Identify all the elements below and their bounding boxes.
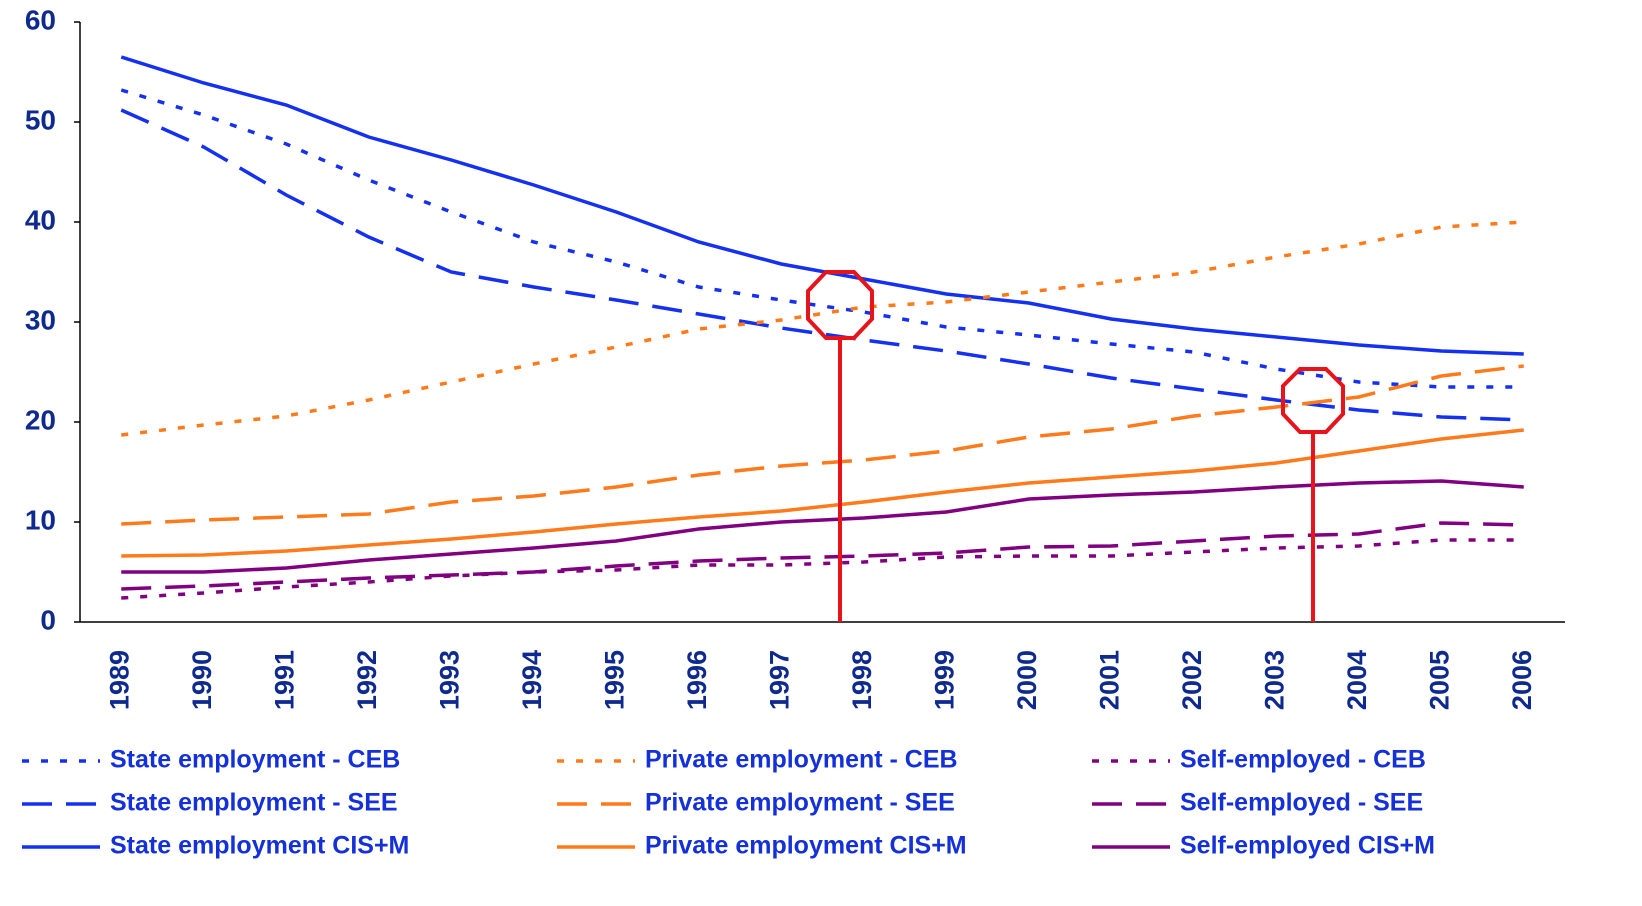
series-line xyxy=(121,521,1524,591)
x-tick-label: 1989 xyxy=(104,650,134,710)
series-line xyxy=(121,479,1524,574)
x-tick-label: 2003 xyxy=(1259,650,1289,710)
legend-label: State employment - CEB xyxy=(110,746,400,774)
legend-label: State employment - SEE xyxy=(110,789,398,817)
y-tick-label: 40 xyxy=(25,204,56,235)
series-line xyxy=(120,88,1524,389)
series-line xyxy=(121,538,1524,600)
legend-label: Private employment CIS+M xyxy=(645,832,967,860)
x-tick-label: 1990 xyxy=(187,650,217,710)
series-line xyxy=(120,108,1524,422)
legend-label: Private employment - SEE xyxy=(645,789,955,817)
legend-label: Private employment - CEB xyxy=(645,746,958,774)
x-tick-label: 2004 xyxy=(1342,650,1372,710)
y-tick-label: 60 xyxy=(25,4,56,35)
legend-label: Self-employed - SEE xyxy=(1180,789,1423,817)
series-line xyxy=(121,220,1524,437)
x-tick-label: 2005 xyxy=(1424,650,1454,710)
x-tick-label: 1991 xyxy=(269,650,299,710)
x-tick-label: 1996 xyxy=(682,650,712,710)
x-tick-label: 1999 xyxy=(929,650,959,710)
x-tick-label: 1997 xyxy=(764,650,794,710)
series-line xyxy=(120,55,1524,356)
y-tick-label: 10 xyxy=(25,504,56,535)
x-tick-label: 1995 xyxy=(599,650,629,710)
annotation xyxy=(806,270,1345,622)
y-tick-label: 30 xyxy=(25,304,56,335)
x-tick-label: 2000 xyxy=(1012,650,1042,710)
legend-label: State employment CIS+M xyxy=(110,832,409,860)
x-tick-label: 1998 xyxy=(847,650,877,710)
series-line xyxy=(121,428,1524,558)
x-tick-label: 1993 xyxy=(434,650,464,710)
x-tick-label: 2001 xyxy=(1094,650,1124,710)
x-tick-label: 2002 xyxy=(1177,650,1207,710)
legend-label: Self-employed - CEB xyxy=(1180,746,1426,774)
x-tick-label: 2006 xyxy=(1507,650,1537,710)
legend-label: Self-employed CIS+M xyxy=(1180,832,1435,860)
y-tick-label: 50 xyxy=(25,104,56,135)
series-line xyxy=(121,364,1524,526)
y-tick-label: 0 xyxy=(40,604,56,635)
y-tick-label: 20 xyxy=(25,404,56,435)
x-tick-label: 1992 xyxy=(352,650,382,710)
x-tick-label: 1994 xyxy=(517,650,547,710)
